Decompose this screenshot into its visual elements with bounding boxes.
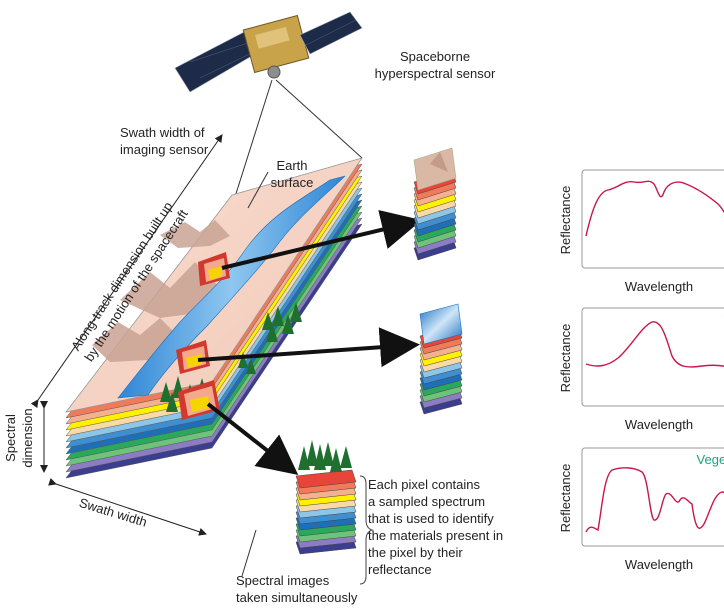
spectral-dim-line1: Spectral [3,414,18,462]
panel-xlabel: Wavelength [625,417,693,432]
pixel-desc-line: a sampled spectrum [368,494,486,509]
soil-stack-top [413,147,457,191]
swath-imaging-label: Swath width of imaging sensor [120,124,208,158]
panel-title: Vegetation [697,452,724,467]
pixel-brace [359,475,374,585]
panel-ylabel: Reflectance [558,324,573,393]
panel-xlabel: Wavelength [625,279,693,294]
pixel-desc-line: reflectance [368,562,432,577]
arrow-to-water-stack [197,327,420,368]
spectral-images-line1: Spectral images [236,573,330,588]
sensor-label: Spaceborne hyperspectral sensor [360,48,510,82]
pixel-desc-line: the materials present in [368,528,504,543]
along-track-arrow [30,134,223,409]
spectral-dim-line2: dimension [20,408,35,468]
reflectance-curve [585,321,724,368]
panel-xlabel: Wavelength [625,557,693,572]
water-stack-top [419,303,463,345]
water-pixel-stack [419,325,463,415]
earth-label-line2: surface [270,175,314,190]
reflectance-panel-vegetation: Vegetation Wavelength Reflectance [558,447,724,572]
panel-frame [581,447,724,547]
reflectance-panel-soil: SoilWavelengthReflectance [558,169,724,294]
reflectance-curve [585,180,724,237]
pixel-description: Each pixel contains a sampled spectrum tha… [368,476,503,578]
reflectance-panel-water: WaterWavelengthReflectance [558,307,724,432]
spectral-dimension-label: Spectral dimension [2,398,36,478]
swath-imaging-line1: Swath width of [120,125,205,140]
spectral-images-label: Spectral images taken simultaneously [236,572,357,606]
earth-surface-label: Earth surface [262,157,322,191]
sensor-label-line2: hyperspectral sensor [374,66,496,81]
earth-label-line1: Earth [276,158,308,173]
panel-ylabel: Reflectance [558,186,573,255]
sensor-label-line1: Spaceborne [399,49,471,64]
panel-frame [581,307,724,407]
pixel-desc-line: Each pixel contains [368,477,481,492]
pixel-desc-line: the pixel by their [368,545,463,560]
panel-ylabel: Reflectance [558,464,573,533]
swath-imaging-line2: imaging sensor [120,142,209,157]
satellite-icon [174,11,363,93]
arrow-to-soil-stack [221,210,422,270]
vegetation-pixel-stack [295,469,357,555]
pixel-desc-line: that is used to identify [368,511,494,526]
swath-width-arrow [48,477,207,536]
spectral-images-line2: taken simultaneously [236,590,358,605]
arrow-to-vegetation-stack [206,402,299,475]
reflectance-plots: SoilWavelengthReflectanceWaterWavelength… [558,169,724,572]
panel-frame [581,169,724,269]
vegetation-stack-top [298,440,352,472]
